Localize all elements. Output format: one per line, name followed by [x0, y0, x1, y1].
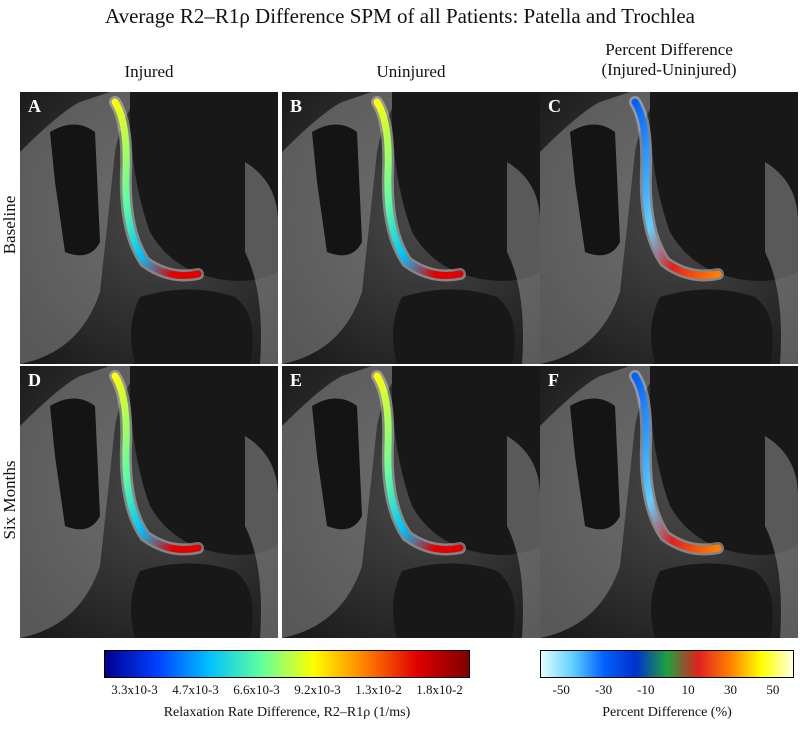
mri-panel-e: E [282, 366, 540, 638]
column-header-injured: Injured [124, 62, 174, 81]
panel-letter-a: A [28, 96, 41, 116]
colorbar-tick: 1.8x10-2 [416, 682, 463, 697]
percent-colorbar [540, 650, 794, 678]
row-header-six-months: Six Months [0, 460, 19, 540]
column-header-percent-difference: Percent Difference (Injured-Uninjured) [540, 40, 798, 80]
mri-panel-c: C [540, 92, 798, 364]
panel-letter-d: D [28, 370, 41, 390]
mri-panel-f: F [540, 366, 798, 638]
percent-colorbar-label: Percent Difference (%) [602, 705, 732, 720]
colorbar-tick: -30 [594, 682, 613, 697]
colorbar-tick: 3.3x10-3 [111, 682, 158, 697]
colorbar-tick: -50 [552, 682, 570, 697]
figure-title: Average R2–R1ρ Difference SPM of all Pat… [105, 4, 695, 28]
relaxation-colorbar [104, 650, 470, 678]
colorbar-tick: 50 [766, 682, 780, 697]
mri-panel-d: D [20, 366, 278, 638]
colorbar-tick: 4.7x10-3 [172, 682, 219, 697]
row-header-baseline: Baseline [0, 195, 19, 255]
column-header-line2: (Injured-Uninjured) [601, 60, 737, 79]
colorbar-tick: -10 [637, 682, 655, 697]
mri-panel-a: A [20, 92, 278, 364]
mri-panel-b: B [282, 92, 540, 364]
colorbar-tick: 9.2x10-3 [294, 682, 341, 697]
colorbar-tick: 30 [724, 682, 737, 697]
colorbar-tick: 10 [681, 682, 695, 697]
colorbar-tick: 1.3x10-2 [355, 682, 402, 697]
colorbar-tick: 6.6x10-3 [233, 682, 280, 697]
panel-letter-e: E [290, 370, 303, 390]
column-header-uninjured: Uninjured [376, 62, 446, 81]
relaxation-colorbar-label: Relaxation Rate Difference, R2–R1ρ (1/ms… [163, 705, 411, 720]
panel-letter-f: F [548, 370, 559, 390]
panel-letter-b: B [290, 96, 303, 116]
column-header-line1: Percent Difference [605, 40, 733, 59]
panel-letter-c: C [548, 96, 561, 116]
